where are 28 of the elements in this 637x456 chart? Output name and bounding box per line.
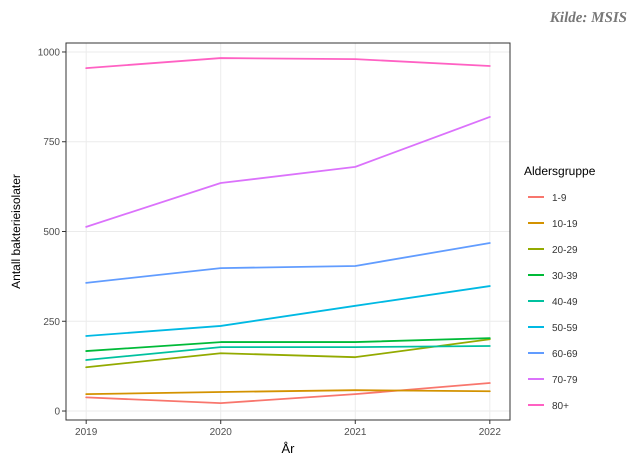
text: Kilde: MSIS [548,10,627,26]
line-series [85,285,491,337]
line-series [85,116,491,228]
legend-label: 40-49 [552,297,578,308]
legend-label: 80+ [552,401,570,412]
legend-label: 10-19 [552,219,578,230]
line-series [85,242,491,284]
legend-label: 30-39 [552,271,578,282]
x-tick-label: 2019 [75,427,98,438]
line-series [85,338,491,368]
legend-label: 70-79 [552,375,578,386]
line-series [85,382,491,404]
y-tick-label: 1000 [38,47,60,58]
y-axis-title: Antall bakterieisolater [9,174,23,289]
x-axis-title: År [282,441,296,456]
x-tick-label: 2021 [344,427,367,438]
legend-title: Aldersgruppe [524,164,596,178]
y-tick-label: 0 [54,406,60,418]
y-tick-label: 250 [43,316,60,328]
y-tick-label: 750 [43,137,60,148]
x-tick-label: 2020 [210,427,232,438]
legend-label: 1-9 [552,193,567,204]
legend-label: 50-59 [552,323,578,334]
legend-label: 20-29 [552,245,578,256]
y-tick-label: 500 [43,227,60,238]
x-tick-label: 2022 [478,427,502,438]
legend-label: 60-69 [552,349,578,360]
line-series [85,57,491,70]
